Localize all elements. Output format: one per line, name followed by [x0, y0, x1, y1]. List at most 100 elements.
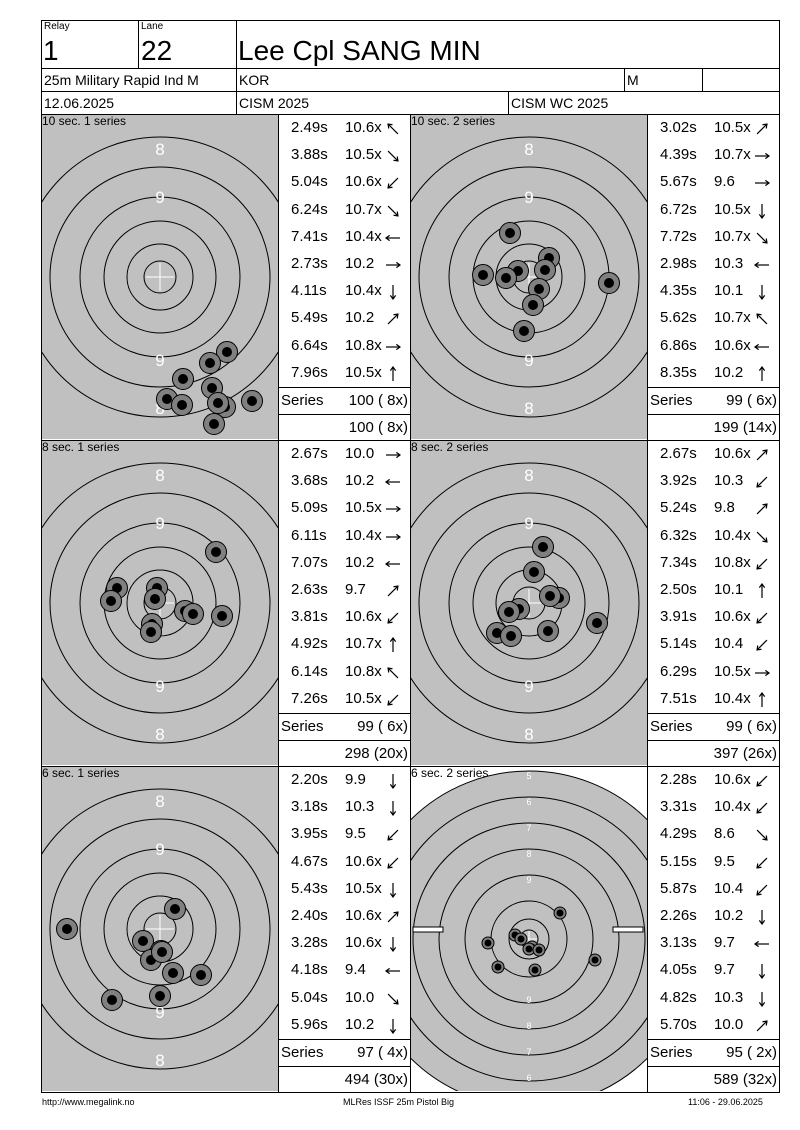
shot-direction-arrow-icon	[387, 178, 399, 190]
shot-direction-arrow-icon	[389, 637, 397, 653]
shot-direction-arrow-icon	[384, 234, 400, 241]
shot-row: 6.14s 10.8x	[279, 659, 410, 686]
shot-value: 10.6x	[714, 608, 751, 626]
shot-time: 4.29s	[660, 825, 697, 843]
shot-time: 3.13s	[660, 934, 697, 952]
shot-row: 3.02s 10.5x	[648, 115, 779, 142]
shot-row: 5.14s 10.4	[648, 631, 779, 658]
shot-direction-arrow-icon	[758, 285, 766, 301]
shot-direction-arrow-icon	[384, 968, 400, 975]
shot-time: 6.29s	[660, 662, 697, 680]
cumulative-total: 589 (32x)	[713, 1071, 777, 1088]
series-title: 10 sec. 1 series	[42, 115, 127, 128]
shot-value: 9.7	[345, 581, 366, 598]
target-face: 8 9 9 8	[42, 441, 278, 765]
shot-value: 9.9	[345, 771, 366, 788]
series-title: 6 sec. 2 series	[411, 767, 489, 780]
shot-row: 2.50s 10.1	[648, 577, 779, 604]
shot-time: 2.67s	[660, 445, 697, 462]
ring-label: 8	[155, 140, 164, 159]
shot-row: 3.88s 10.5x	[279, 142, 410, 169]
shot-value: 9.5	[714, 852, 735, 870]
series-total-row: Series 95 ( 2x)	[648, 1039, 779, 1066]
series-label: Series	[281, 718, 324, 735]
shot-time: 3.81s	[291, 608, 328, 626]
ring-label: 6	[526, 1073, 531, 1083]
shot-row: 3.91s 10.6x	[648, 604, 779, 631]
lane-number: 22	[141, 35, 173, 66]
ring-label: 9	[524, 677, 533, 696]
shot-row: 4.11s 10.4x	[279, 278, 410, 305]
shot-time: 2.49s	[291, 119, 328, 136]
shot-direction-arrow-icon	[756, 857, 768, 869]
shot-value: 10.3	[714, 988, 744, 1006]
series-total-row: Series 99 ( 6x)	[648, 387, 779, 414]
shot-value: 10.4x	[345, 526, 382, 544]
target-face: 5678998765	[411, 767, 647, 1091]
shot-direction-arrow-icon	[389, 365, 397, 381]
target-panel: 8 9 9 8 10 sec. 2 series	[411, 115, 647, 439]
shot-value: 9.4	[345, 961, 366, 979]
shot-value: 10.2	[345, 1015, 375, 1033]
shot-value: 10.1	[714, 581, 744, 598]
ring-label: 9	[155, 840, 164, 859]
series-title: 10 sec. 2 series	[411, 115, 496, 128]
shot-time: 6.32s	[660, 526, 697, 544]
shot-time: 5.24s	[660, 499, 697, 517]
shot-value: 10.6x	[345, 608, 382, 626]
shot-row: 4.39s 10.7x	[648, 142, 779, 169]
shot-row: 2.98s 10.3	[648, 251, 779, 278]
shot-value: 9.6	[714, 173, 735, 191]
shot-direction-arrow-icon	[387, 150, 399, 162]
series-total: 95 ( 2x)	[726, 1044, 777, 1061]
shot-time: 4.11s	[291, 282, 327, 300]
shot-value: 10.4x	[345, 282, 382, 300]
shot-row: 2.73s 10.2	[279, 251, 410, 278]
shot-direction-arrow-icon	[755, 153, 771, 160]
shot-time: 3.95s	[291, 825, 328, 843]
series-label: Series	[650, 1044, 693, 1061]
shot-value: 10.2	[714, 363, 744, 381]
cumulative-total: 199 (14x)	[713, 419, 777, 436]
competition: CISM 2025	[239, 95, 310, 111]
cumulative-total-row: 100 ( 8x)	[279, 414, 410, 441]
shot-row: 5.96s 10.2	[279, 1012, 410, 1039]
shot-value: 10.5x	[345, 363, 382, 381]
shot-direction-arrow-icon	[387, 313, 399, 325]
shooter-name: Lee Cpl SANG MIN	[238, 35, 481, 66]
shot-time: 3.02s	[660, 119, 697, 136]
ring-label: 9	[526, 875, 531, 885]
shot-time: 3.18s	[291, 798, 328, 816]
shot-row: 4.82s 10.3	[648, 985, 779, 1012]
shot-time: 5.96s	[291, 1015, 328, 1033]
target-panel: 8 9 9 8 8 sec. 2 series	[411, 441, 647, 765]
shot-value: 10.7x	[345, 200, 382, 218]
cumulative-total: 397 (26x)	[713, 745, 777, 762]
shot-row: 4.67s 10.6x	[279, 849, 410, 876]
footer-website[interactable]: http://www.megalink.no	[42, 1097, 135, 1107]
shot-direction-arrow-icon	[756, 830, 768, 842]
footer-timestamp: 11:06 - 29.06.2025	[688, 1097, 763, 1107]
shot-value: 10.2	[714, 907, 744, 924]
shot-direction-arrow-icon	[758, 991, 766, 1007]
cumulative-total: 100 ( 8x)	[348, 419, 408, 436]
shot-value: 10.5x	[345, 146, 382, 164]
shot-direction-arrow-icon	[756, 503, 768, 515]
ring-label: 8	[155, 466, 164, 485]
shot-time: 4.67s	[291, 852, 328, 870]
shot-time: 3.31s	[660, 798, 697, 816]
shot-value: 10.6x	[714, 771, 751, 788]
shot-time: 4.39s	[660, 146, 697, 164]
shot-time: 2.73s	[291, 255, 328, 272]
shot-row: 7.07s 10.2	[279, 550, 410, 577]
relay-number: 1	[43, 35, 59, 66]
shot-direction-arrow-icon	[756, 775, 768, 787]
shot-value: 10.6x	[345, 119, 382, 136]
shot-value: 10.2	[345, 255, 375, 272]
ring-label: 9	[526, 995, 531, 1005]
shot-row: 2.67s 10.0	[279, 441, 410, 468]
shot-direction-arrow-icon	[756, 232, 768, 244]
shot-row: 2.20s 9.9	[279, 767, 410, 794]
ring-label: 8	[526, 849, 531, 859]
shot-time: 2.63s	[291, 581, 328, 598]
